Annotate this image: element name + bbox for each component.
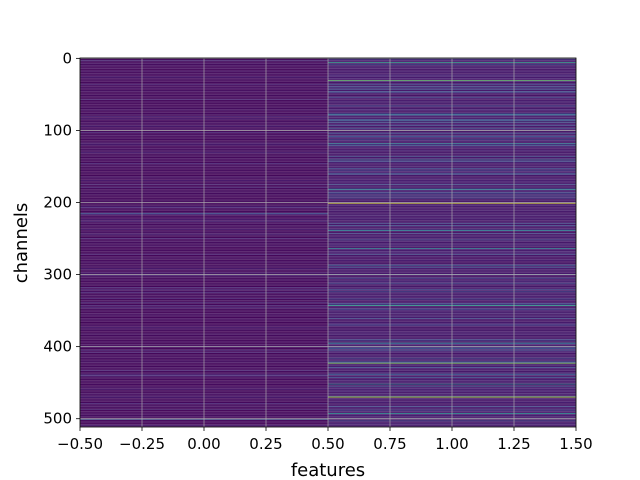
x-axis: −0.50 −0.25 0.00 0.25 0.50 0.75 1.00 1.25 1.50 — [57, 427, 593, 453]
y-axis: 0 100 200 300 400 500 — [43, 49, 80, 428]
x-tick-label: −0.50 — [57, 435, 103, 453]
x-tick-label: −0.25 — [119, 435, 165, 453]
x-tick-label: 0.75 — [373, 435, 406, 453]
y-tick-label: 300 — [43, 266, 72, 284]
x-tick-label: 0.25 — [249, 435, 282, 453]
x-tick-label: 1.00 — [435, 435, 468, 453]
x-tick-label: 0.50 — [311, 435, 344, 453]
x-axis-title: features — [291, 460, 365, 480]
y-tick-label: 200 — [43, 194, 72, 212]
y-tick-label: 400 — [43, 338, 72, 356]
x-tick-label: 0.00 — [187, 435, 220, 453]
y-tick-label: 500 — [43, 410, 72, 428]
y-tick-label: 100 — [43, 121, 72, 139]
x-tick-label: 1.25 — [497, 435, 530, 453]
plot-area — [79, 57, 577, 428]
y-tick-label: 0 — [62, 49, 72, 67]
x-tick-label: 1.50 — [559, 435, 592, 453]
y-axis-title: channels — [11, 203, 32, 284]
